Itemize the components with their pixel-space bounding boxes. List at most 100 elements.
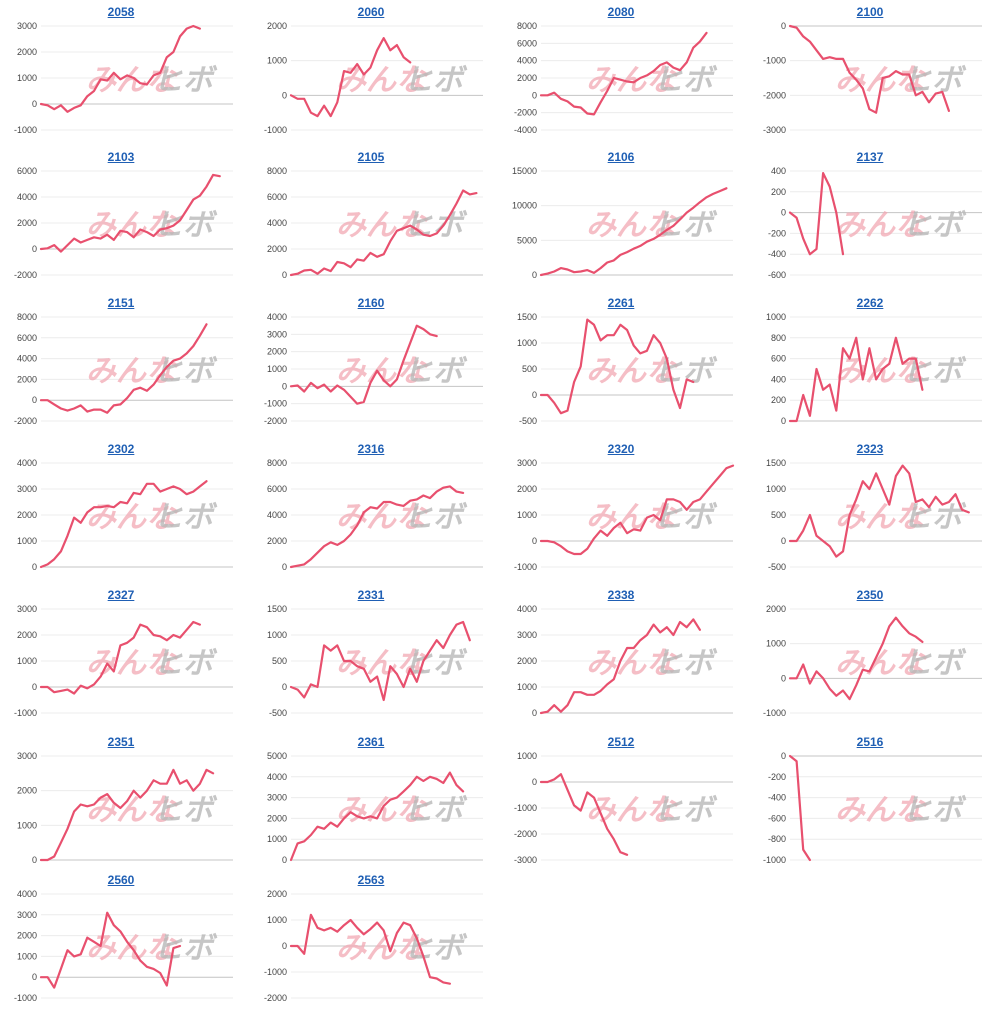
chart-title-link[interactable]: 2100 xyxy=(856,5,884,19)
chart-panel-2151: -2000 0 2000 4000 6000 8000 みんな ヒボ 2151 xyxy=(3,293,239,433)
y-tick-label: -200 xyxy=(768,772,786,782)
chart-title-link[interactable]: 2316 xyxy=(357,442,385,456)
chart-title-link[interactable]: 2262 xyxy=(856,296,884,310)
y-tick-label: -400 xyxy=(768,249,786,259)
chart-title-link[interactable]: 2338 xyxy=(607,588,635,602)
chart-panel-2103: -2000 0 2000 4000 6000 みんな ヒボ 2103 xyxy=(3,147,239,287)
chart-title-link[interactable]: 2323 xyxy=(856,442,884,456)
chart-panel-2100: -3000 -2000 -1000 0 みんな ヒボ 2100 xyxy=(752,2,988,142)
chart-title-link[interactable]: 2560 xyxy=(107,873,135,887)
watermark-text-2: ヒボ xyxy=(403,354,468,389)
y-tick-label: -2000 xyxy=(264,993,287,1003)
chart-title-link[interactable]: 2151 xyxy=(107,296,135,310)
y-tick-label: 8000 xyxy=(267,458,287,468)
y-tick-label: 1000 xyxy=(17,820,37,830)
y-tick-label: 3000 xyxy=(17,604,37,614)
chart-panel-2516: -1000 -800 -600 -400 -200 0 みんな ヒボ 2516 xyxy=(752,732,988,872)
watermark-text-1: みんな xyxy=(86,793,179,828)
y-tick-label: 1000 xyxy=(17,73,37,83)
y-tick-label: 3000 xyxy=(17,21,37,31)
y-tick-label: 2000 xyxy=(267,21,287,31)
watermark-text-2: ヒボ xyxy=(653,793,718,828)
chart-title-link[interactable]: 2512 xyxy=(607,735,635,749)
series-line xyxy=(39,24,201,113)
series-line xyxy=(39,173,221,253)
y-tick-label: 1000 xyxy=(517,510,537,520)
watermark-text-1: みんな xyxy=(336,208,429,243)
y-tick-label: 8000 xyxy=(517,21,537,31)
chart-title-link[interactable]: 2327 xyxy=(107,588,135,602)
y-tick-label: -3000 xyxy=(763,125,786,135)
chart-panel-2261: -500 0 500 1000 1500 みんな ヒボ 2261 xyxy=(503,293,739,433)
y-tick-label: 0 xyxy=(781,21,786,31)
watermark-text-2: ヒボ xyxy=(153,793,218,828)
chart-title-link[interactable]: 2361 xyxy=(357,735,385,749)
chart-title-link[interactable]: 2060 xyxy=(357,5,385,19)
y-tick-label: 500 xyxy=(272,656,287,666)
y-tick-label: 0 xyxy=(282,90,287,100)
y-tick-label: 0 xyxy=(32,855,37,865)
chart-title-link[interactable]: 2105 xyxy=(357,150,385,164)
y-tick-label: 6000 xyxy=(267,484,287,494)
chart-title-link[interactable]: 2137 xyxy=(856,150,884,164)
y-tick-label: 4000 xyxy=(267,312,287,322)
chart-title-link[interactable]: 2160 xyxy=(357,296,385,310)
chart-panel-2361: 0 1000 2000 3000 4000 5000 みんな ヒボ 2361 xyxy=(253,732,489,872)
chart-title-link[interactable]: 2080 xyxy=(607,5,635,19)
y-tick-label: -1000 xyxy=(763,56,786,66)
y-tick-label: 2000 xyxy=(517,73,537,83)
series-line xyxy=(39,768,215,862)
chart-panel-2323: -500 0 500 1000 1500 みんな ヒボ 2323 xyxy=(752,439,988,579)
chart-title-link[interactable]: 2331 xyxy=(357,588,385,602)
chart-panel-2080: -4000 -2000 0 2000 4000 6000 8000 みんな ヒボ 2080 xyxy=(503,2,739,142)
series-line xyxy=(289,620,471,702)
y-tick-label: 1500 xyxy=(267,604,287,614)
y-tick-label: 500 xyxy=(522,364,537,374)
chart-title-link[interactable]: 2516 xyxy=(856,735,884,749)
y-tick-label: 200 xyxy=(771,187,786,197)
chart-title-link[interactable]: 2302 xyxy=(107,442,135,456)
chart-title-link[interactable]: 2261 xyxy=(607,296,635,310)
chart-title-link[interactable]: 2058 xyxy=(107,5,135,19)
watermark-text-2: ヒボ xyxy=(153,63,218,98)
y-tick-label: 3000 xyxy=(17,751,37,761)
y-tick-label: 1000 xyxy=(766,312,786,322)
chart-title-link[interactable]: 2320 xyxy=(607,442,635,456)
y-tick-label: 2000 xyxy=(267,813,287,823)
y-tick-label: 1000 xyxy=(267,364,287,374)
y-tick-label: 6000 xyxy=(267,192,287,202)
y-tick-label: 6000 xyxy=(17,166,37,176)
chart-title-link[interactable]: 2563 xyxy=(357,873,385,887)
y-tick-label: -600 xyxy=(768,813,786,823)
y-tick-label: -4000 xyxy=(514,125,537,135)
chart-panel-2058: -1000 0 1000 2000 3000 みんな ヒボ 2058 xyxy=(3,2,239,142)
y-tick-label: 1000 xyxy=(17,656,37,666)
chart-panel-2302: 0 1000 2000 3000 4000 みんな ヒボ 2302 xyxy=(3,439,239,579)
y-tick-label: 4000 xyxy=(517,604,537,614)
chart-panel-2351: 0 1000 2000 3000 みんな ヒボ 2351 xyxy=(3,732,239,872)
series-line xyxy=(39,620,201,695)
chart-title-link[interactable]: 2350 xyxy=(856,588,884,602)
series-line xyxy=(39,911,182,989)
chart-title-link[interactable]: 2103 xyxy=(107,150,135,164)
y-tick-label: -2000 xyxy=(14,416,37,426)
y-tick-label: 600 xyxy=(771,354,786,364)
y-tick-label: -600 xyxy=(768,270,786,280)
chart-title-link[interactable]: 2106 xyxy=(607,150,635,164)
watermark-text-1: みんな xyxy=(835,793,928,828)
chart-title-link[interactable]: 2351 xyxy=(107,735,135,749)
